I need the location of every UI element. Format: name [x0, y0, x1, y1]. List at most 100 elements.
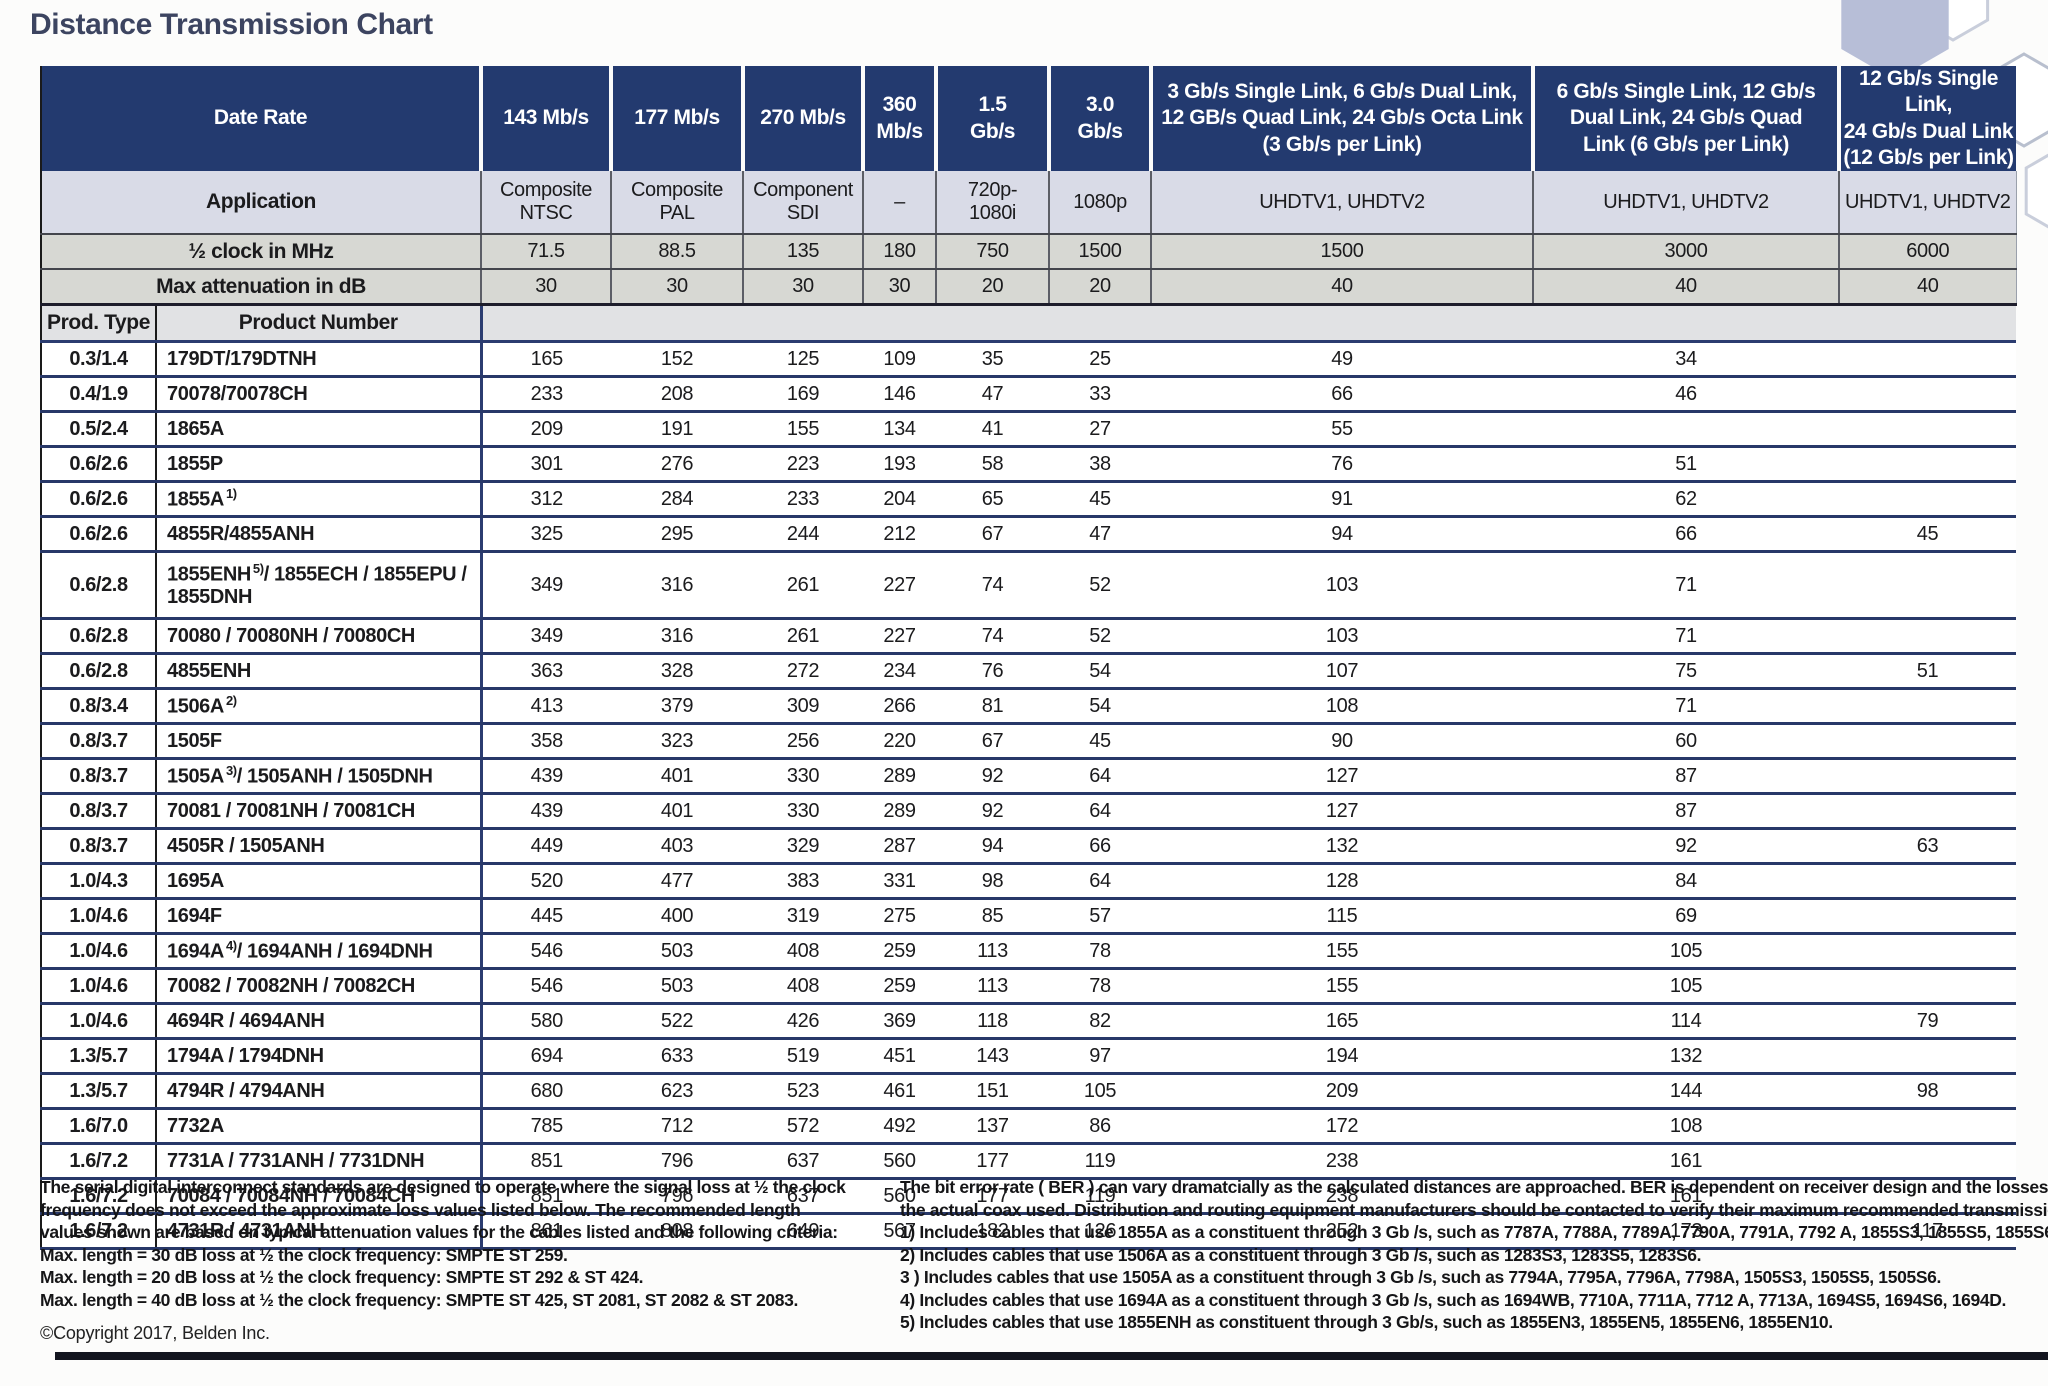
value-cell: 66 [1151, 376, 1533, 413]
value-cell: 69 [1533, 898, 1839, 935]
value-cell: 85 [936, 898, 1049, 935]
value-cell: 27 [1049, 411, 1151, 448]
value-cell: 785 [481, 1108, 611, 1145]
value-cell: 51 [1533, 446, 1839, 483]
prod-type-cell: 1.0/4.6 [40, 898, 157, 935]
product-header-spacer [481, 304, 2016, 343]
value-cell: 86 [1049, 1108, 1151, 1145]
value-cell: 47 [936, 376, 1049, 413]
value-cell: 520 [481, 863, 611, 900]
value-cell: 623 [611, 1073, 743, 1110]
value-cell: 439 [481, 793, 611, 830]
value-cell: 92 [1533, 828, 1839, 865]
value-cell [1839, 1038, 2016, 1075]
value-cell: 66 [1533, 516, 1839, 553]
prod-type-cell: 0.3/1.4 [40, 341, 157, 378]
value-cell: 492 [863, 1108, 936, 1145]
product-cell: 1505F [156, 723, 483, 760]
value-cell: 155 [1151, 933, 1533, 970]
table-row: 0.5/2.4 1865A 209 191 155 134 41 27 55 [40, 411, 2016, 448]
value-cell: 212 [863, 516, 936, 553]
value-cell: 358 [481, 723, 611, 760]
value-cell: 477 [611, 863, 743, 900]
value-cell: 503 [611, 968, 743, 1005]
value-cell: 57 [1049, 898, 1151, 935]
value-cell: 62 [1533, 481, 1839, 518]
distance-transmission-table: Date Rate 143 Mb/s 177 Mb/s 270 Mb/s 360 Mb… [40, 66, 2017, 1250]
prod-type-cell: 0.6/2.8 [40, 653, 157, 690]
table-row: 0.6/2.8 4855ENH 363 328 272 234 76 54 107 75 51 [40, 653, 2016, 690]
footnote-line: 1) Includes cables that use 1855A as a c… [900, 1222, 2048, 1242]
value-cell: 165 [481, 341, 611, 378]
rate-header-cell: 143 Mb/s [481, 66, 613, 171]
value-cell: 546 [481, 968, 611, 1005]
value-cell: 169 [743, 376, 863, 413]
value-cell: 323 [611, 723, 743, 760]
prod-type-cell: 0.8/3.7 [40, 793, 157, 830]
value-cell: 694 [481, 1038, 611, 1075]
prod-type-cell: 1.6/7.2 [40, 1213, 157, 1250]
value-cell: 220 [863, 723, 936, 760]
value-cell: 633 [611, 1038, 743, 1075]
value-cell: 401 [611, 758, 743, 795]
prod-type-cell: 1.0/4.6 [40, 1003, 157, 1040]
product-cell: 1855ENH 5)/ 1855ECH / 1855EPU / 1855DNH [156, 551, 483, 620]
value-cell: 58 [936, 446, 1049, 483]
clock-cell: 6000 [1839, 234, 2017, 270]
clock-cell: 180 [863, 234, 937, 270]
prod-type-cell: 0.8/3.7 [40, 828, 157, 865]
attenuation-cell: 30 [481, 269, 612, 306]
value-cell: 66 [1049, 828, 1151, 865]
value-cell: 151 [936, 1073, 1049, 1110]
value-cell: 461 [863, 1073, 936, 1110]
value-cell [1839, 1178, 2016, 1215]
application-label: Application [40, 171, 482, 235]
clock-cell: 1500 [1151, 234, 1534, 270]
clock-cell: 1500 [1049, 234, 1152, 270]
value-cell: 233 [481, 376, 611, 413]
value-cell: 637 [743, 1143, 863, 1180]
application-cell: UHDTV1, UHDTV2 [1839, 171, 2017, 235]
value-cell: 103 [1151, 618, 1533, 655]
product-cell: 1505A 3)/ 1505ANH / 1505DNH [156, 758, 483, 795]
footnotes: The serial digital interconnect standard… [40, 1176, 2048, 1344]
value-cell: 328 [611, 653, 743, 690]
value-cell: 522 [611, 1003, 743, 1040]
value-cell: 796 [611, 1178, 743, 1215]
value-cell: 155 [1151, 968, 1533, 1005]
value-cell: 546 [481, 933, 611, 970]
half-clock-label: ½ clock in MHz [40, 234, 482, 270]
value-cell: 132 [1533, 1038, 1839, 1075]
prod-type-cell: 0.4/1.9 [40, 376, 157, 413]
table-row: 0.8/3.4 1506A 2) 413 379 309 266 81 54 108 71 [40, 688, 2016, 725]
value-cell: 137 [936, 1108, 1049, 1145]
value-cell: 78 [1049, 933, 1151, 970]
value-cell [1839, 1108, 2016, 1145]
value-cell: 126 [1049, 1213, 1151, 1250]
table-row: 0.8/3.7 1505F 358 323 256 220 67 45 90 60 [40, 723, 2016, 760]
clock-cell: 88.5 [611, 234, 744, 270]
table-row: 1.6/7.0 7732A 785 712 572 492 137 86 172 108 [40, 1108, 2016, 1145]
value-cell: 45 [1049, 481, 1151, 518]
application-cell: 720p- 1080i [936, 171, 1050, 235]
table-row: 0.6/2.6 4855R/4855ANH 325 295 244 212 67 47 94… [40, 516, 2016, 553]
product-cell: 7731A / 7731ANH / 7731DNH [156, 1143, 483, 1180]
value-cell: 33 [1049, 376, 1151, 413]
value-cell: 165 [1151, 1003, 1533, 1040]
value-cell: 81 [936, 688, 1049, 725]
clock-cell: 135 [743, 234, 864, 270]
value-cell: 155 [743, 411, 863, 448]
value-cell: 451 [863, 1038, 936, 1075]
prod-type-cell: 1.6/7.2 [40, 1178, 157, 1215]
value-cell: 439 [481, 758, 611, 795]
value-cell: 227 [863, 618, 936, 655]
date-rate-label: Date Rate [40, 66, 483, 171]
prod-type-cell: 1.0/4.6 [40, 933, 157, 970]
value-cell: 45 [1839, 516, 2016, 553]
value-cell: 330 [743, 758, 863, 795]
value-cell: 71 [1533, 688, 1839, 725]
product-cell: 1855P [156, 446, 483, 483]
table-row: 1.0/4.6 70082 / 70082NH / 70082CH 546 503… [40, 968, 2016, 1005]
value-cell: 67 [936, 723, 1049, 760]
value-cell: 144 [1533, 1073, 1839, 1110]
